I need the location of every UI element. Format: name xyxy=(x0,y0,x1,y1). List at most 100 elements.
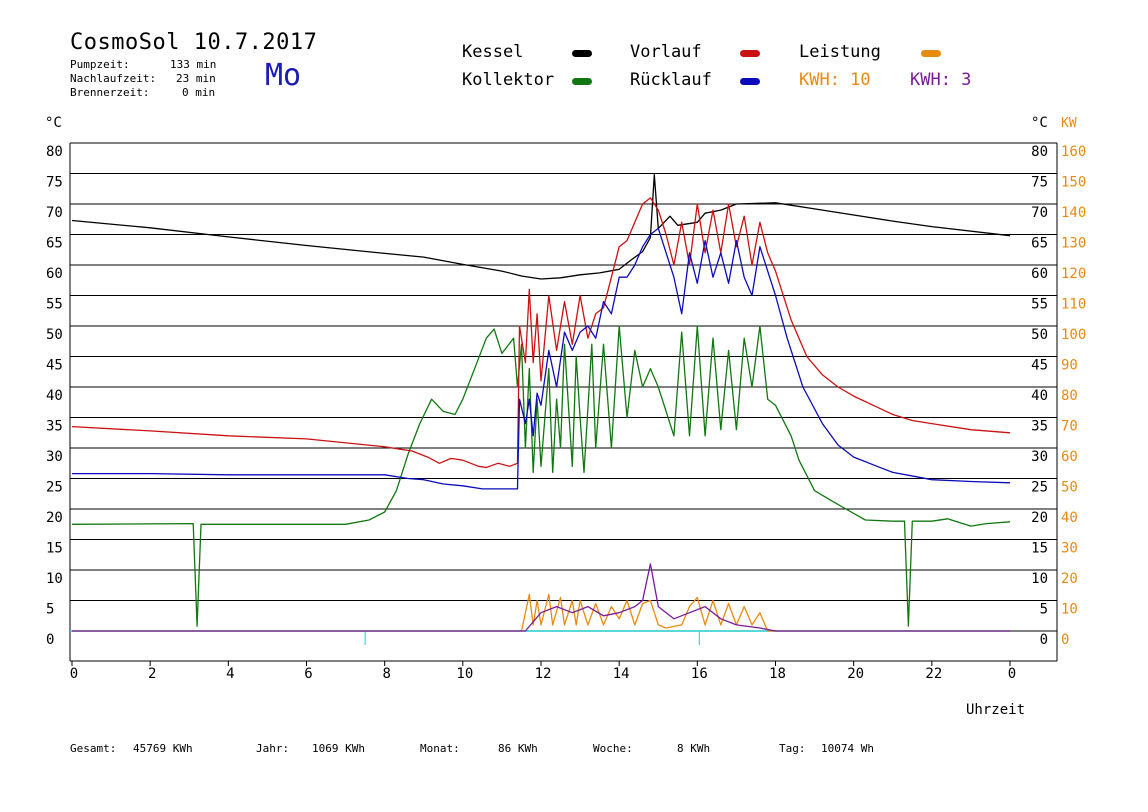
footer-tag-label: Tag: xyxy=(779,742,806,755)
y2-tick-label: 90 xyxy=(1061,358,1078,374)
x-tick-label: 18 xyxy=(769,666,786,682)
y-tick-label-right: 25 xyxy=(1031,480,1048,496)
y2-tick-label: 100 xyxy=(1061,327,1086,343)
stat-row-pumpzeit: Pumpzeit: 133 min xyxy=(70,58,216,72)
y-tick-label-left: 45 xyxy=(46,358,63,374)
y-tick-label-left: 40 xyxy=(46,388,63,404)
x-axis-label: Uhrzeit xyxy=(966,702,1025,718)
y2-tick-label: 50 xyxy=(1061,480,1078,496)
y-tick-label-right: 20 xyxy=(1031,510,1048,526)
stat-value: 23 min xyxy=(176,72,216,85)
y-tick-label-right: 10 xyxy=(1031,571,1048,587)
x-tick-label: 20 xyxy=(847,666,864,682)
y-tick-label-left: 0 xyxy=(46,632,54,648)
footer-jahr-value: 1069 KWh xyxy=(312,742,365,755)
legend-vorlauf: Vorlauf xyxy=(630,42,702,62)
y-tick-label-left: 25 xyxy=(46,480,63,496)
y-tick-label-left: 20 xyxy=(46,510,63,526)
y-tick-label-right: 75 xyxy=(1031,175,1048,191)
legend-swatch-kollektor xyxy=(572,78,592,85)
x-tick-label: 0 xyxy=(1008,666,1016,682)
y2-tick-label: 40 xyxy=(1061,510,1078,526)
series-kessel xyxy=(71,174,1011,280)
y2-tick-label: 150 xyxy=(1061,175,1086,191)
series-kollektor xyxy=(71,325,1011,627)
y-axis-label-left: °C xyxy=(45,115,62,131)
footer-woche-value: 8 KWh xyxy=(677,742,711,755)
footer-monat-value: 86 KWh xyxy=(498,742,538,755)
legend-swatch-ruecklauf xyxy=(740,78,760,85)
y2-tick-label: 80 xyxy=(1061,388,1078,404)
y2-tick-label: 160 xyxy=(1061,144,1086,160)
y-tick-label-right: 55 xyxy=(1031,297,1048,313)
footer-gesamt-label: Gesamt: xyxy=(70,742,117,755)
legend-kollektor: Kollektor xyxy=(462,70,555,90)
x-tick-label: 14 xyxy=(613,666,630,682)
y-tick-label-left: 70 xyxy=(46,205,63,221)
y2-tick-label: 20 xyxy=(1061,571,1078,587)
stat-value: 0 min xyxy=(182,86,216,99)
y2-tick-label: 110 xyxy=(1061,297,1086,313)
legend-swatch-leistung xyxy=(921,50,941,57)
y-tick-label-right: 0 xyxy=(1040,632,1048,648)
footer-gesamt-value: 45769 KWh xyxy=(133,742,193,755)
stat-row-nachlaufzeit: Nachlaufzeit: 23 min xyxy=(70,72,216,86)
legend-kwh-2: KWH: 3 xyxy=(910,70,972,90)
y-tick-label-right: 30 xyxy=(1031,449,1048,465)
series-lines xyxy=(70,174,1011,645)
y-tick-label-left: 15 xyxy=(46,541,63,557)
legend-kwh-1: KWH: 10 xyxy=(799,70,871,90)
y-tick-label-right: 40 xyxy=(1031,388,1048,404)
x-tick-label: 16 xyxy=(691,666,708,682)
legend-swatch-vorlauf xyxy=(740,50,760,57)
y2-axis-label: KW xyxy=(1061,116,1077,131)
legend-swatch-kessel xyxy=(572,50,592,57)
y-tick-label-left: 5 xyxy=(46,602,54,618)
axes xyxy=(69,143,1058,662)
y2-tick-label: 70 xyxy=(1061,419,1078,435)
y-tick-label-left: 65 xyxy=(46,236,63,252)
y2-tick-label: 130 xyxy=(1061,236,1086,252)
y-tick-label-right: 65 xyxy=(1031,236,1048,252)
y-tick-label-left: 75 xyxy=(46,175,63,191)
y-tick-label-right: 70 xyxy=(1031,205,1048,221)
footer-woche-label: Woche: xyxy=(593,742,633,755)
grid-lines xyxy=(70,142,1057,632)
x-tick-label: 22 xyxy=(925,666,942,682)
y-tick-label-right: 50 xyxy=(1031,327,1048,343)
stat-value: 133 min xyxy=(170,58,217,71)
footer-monat-label: Monat: xyxy=(420,742,460,755)
y-axis-label-right: °C xyxy=(1031,115,1048,131)
x-tick-label: 2 xyxy=(148,666,156,682)
y2-tick-label: 30 xyxy=(1061,541,1078,557)
stat-row-brennerzeit: Brennerzeit: 0 min xyxy=(70,86,215,100)
y2-tick-label: 60 xyxy=(1061,449,1078,465)
series-vorlauf xyxy=(71,197,1011,469)
x-tick-label: 10 xyxy=(456,666,473,682)
y-tick-label-right: 15 xyxy=(1031,541,1048,557)
x-tick-labels: 0 2 4 6 8 10 12 14 16 18 20 22 0 xyxy=(70,661,1016,682)
y-tick-label-left: 80 xyxy=(46,144,63,160)
series-ruecklauf xyxy=(72,227,1011,490)
y-tick-label-left: 35 xyxy=(46,419,63,435)
footer-jahr-label: Jahr: xyxy=(256,742,290,755)
y-tick-label-left: 55 xyxy=(46,297,63,313)
legend-ruecklauf: Rücklauf xyxy=(630,70,712,90)
y-tick-label-left: 10 xyxy=(46,571,63,587)
y-tick-label-left: 30 xyxy=(46,449,63,465)
footer-tag-value: 10074 Wh xyxy=(821,742,874,755)
y-tick-label-left: 50 xyxy=(46,327,63,343)
y2-tick-label: 140 xyxy=(1061,205,1086,221)
series-leistung xyxy=(72,593,1010,632)
x-tick-label: 6 xyxy=(304,666,312,682)
y-tick-label-right: 80 xyxy=(1031,144,1048,160)
y2-tick-label: 0 xyxy=(1061,632,1069,648)
weekday-label: Mo xyxy=(265,58,302,93)
page-title: CosmoSol 10.7.2017 xyxy=(70,30,318,55)
x-tick-label: 12 xyxy=(535,666,552,682)
x-tick-label: 0 xyxy=(70,666,78,682)
stat-label: Brennerzeit: xyxy=(70,86,150,99)
stat-label: Nachlaufzeit: xyxy=(70,72,157,85)
y-tick-label-left: 60 xyxy=(46,266,63,282)
